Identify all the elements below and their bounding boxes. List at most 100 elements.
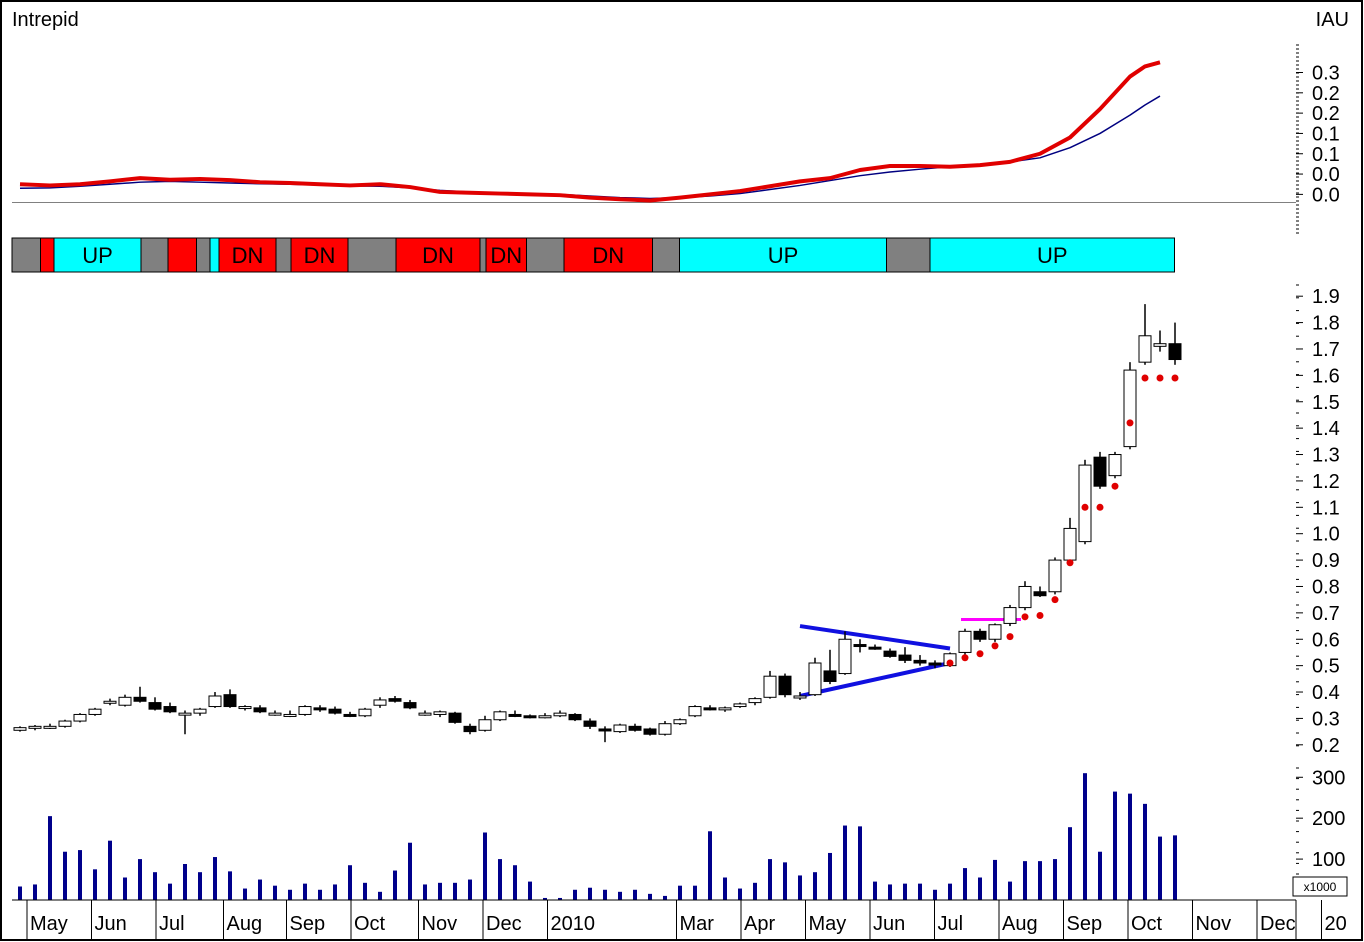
indicator-axis-tick-label: 0.1: [1312, 123, 1340, 145]
indicator-panel: 0.30.20.20.10.10.00.0: [12, 44, 1340, 234]
trend-line: [799, 661, 951, 698]
volume-bar: [303, 883, 307, 900]
x-axis-month-label: Aug: [227, 913, 263, 935]
price-axis-tick-label: 0.9: [1312, 550, 1340, 572]
band-segment-down: [290, 237, 349, 273]
indicator-axis-tick-label: 0.3: [1312, 63, 1340, 85]
volume-bar: [348, 865, 352, 900]
band-segment-down: [485, 237, 527, 273]
x-axis-month-label: Sep: [1067, 913, 1103, 935]
candle-up: [733, 703, 747, 708]
candle-down: [223, 694, 237, 708]
band-label: DN: [592, 243, 624, 268]
volume-bar: [828, 852, 832, 900]
volume-bar: [48, 816, 52, 900]
price-axis-tick-label: 1.6: [1312, 365, 1340, 387]
candle-down: [568, 713, 582, 721]
candle-up: [1138, 335, 1152, 363]
volume-bar: [483, 832, 487, 900]
candle-down: [598, 728, 612, 732]
band-segment-down: [167, 237, 197, 273]
candle-up: [673, 719, 687, 725]
candle-down: [448, 712, 462, 723]
candle-up: [1153, 343, 1167, 347]
candle-down: [868, 646, 882, 650]
candle-up: [208, 695, 222, 708]
price-axis-tick-label: 0.3: [1312, 708, 1340, 730]
candle-up: [748, 698, 762, 704]
candle-up: [718, 707, 732, 711]
stop-dot: [1156, 374, 1164, 382]
candle-up: [268, 712, 282, 716]
indicator-axis-tick-label: 0.1: [1312, 144, 1340, 166]
volume-bar: [738, 888, 742, 900]
volume-bar: [423, 884, 427, 900]
price-panel: 0.2 0.3 0.4 0.5 0.6 0.7 0.8 0.9 1.0 1.1 1.2 1.3 1.4 1…: [13, 284, 1340, 757]
candle-up: [763, 675, 777, 698]
volume-bar: [378, 891, 382, 900]
candle-up: [418, 712, 432, 716]
volume-bar: [888, 884, 892, 900]
band-segment-neutral: [479, 237, 487, 273]
candle-up: [1123, 369, 1137, 448]
stop-dot: [991, 642, 999, 650]
candle-down: [898, 654, 912, 661]
indicator-axis-tick-label: 0.2: [1312, 83, 1340, 105]
volume-bar: [693, 885, 697, 900]
volume-bar: [468, 879, 472, 900]
x-axis-month-label: Aug: [1002, 913, 1038, 935]
volume-bar: [978, 877, 982, 900]
volume-bar: [603, 889, 607, 900]
volume-bar: [138, 859, 142, 900]
x-axis-month-label: Dec: [1260, 913, 1296, 935]
band-segment-up: [209, 237, 220, 273]
x-axis-month-label: 20: [1325, 913, 1347, 935]
candle-down: [778, 675, 792, 696]
price-axis-tick-label: 1.8: [1312, 313, 1340, 335]
volume-bar: [768, 859, 772, 900]
volume-bar: [393, 870, 397, 900]
candle-down: [313, 707, 327, 711]
volume-bar: [243, 888, 247, 900]
candle-up: [808, 662, 822, 696]
candle-up: [58, 720, 72, 727]
candle-down: [643, 728, 657, 735]
volume-panel: 100 200 300: [18, 767, 1345, 900]
volume-bar: [408, 842, 412, 900]
title-left: Intrepid: [12, 9, 79, 31]
candle-down: [163, 706, 177, 713]
indicator-axis-tick-label: 0.2: [1312, 103, 1340, 125]
volume-bar: [1173, 835, 1177, 900]
candle-up: [1018, 585, 1032, 609]
candle-up: [988, 624, 1002, 640]
price-axis-tick-label: 1.5: [1312, 392, 1340, 414]
volume-bar: [933, 889, 937, 900]
candle-up: [238, 706, 252, 710]
x-axis-month-label: 2010: [551, 913, 596, 935]
candle-down: [328, 708, 342, 714]
candle-up: [553, 712, 567, 717]
band-segment-down: [218, 237, 277, 273]
x-axis-month-label: Jul: [159, 913, 185, 935]
price-axis-tick-label: 1.9: [1312, 286, 1340, 308]
candle-up: [1003, 607, 1017, 624]
candle-up: [118, 696, 132, 706]
price-axis-tick-label: 0.5: [1312, 656, 1340, 678]
band-segment-up: [929, 237, 1175, 273]
volume-bar: [33, 884, 37, 900]
volume-bar: [813, 872, 817, 900]
candle-up: [1108, 454, 1122, 477]
price-axis-tick-label: 0.6: [1312, 629, 1340, 651]
x-axis-month-label: Nov: [422, 913, 458, 935]
volume-bar: [1098, 851, 1102, 900]
volume-bar: [228, 871, 232, 900]
band-segment-down: [40, 237, 55, 273]
title-right: IAU: [1316, 9, 1349, 31]
x-axis-month-label: May: [30, 913, 68, 935]
price-axis-tick-label: 0.2: [1312, 735, 1340, 757]
volume-bar: [273, 885, 277, 900]
candle-down: [628, 725, 642, 731]
price-axis-tick-label: 1.1: [1312, 497, 1340, 519]
candle-up: [103, 700, 117, 704]
